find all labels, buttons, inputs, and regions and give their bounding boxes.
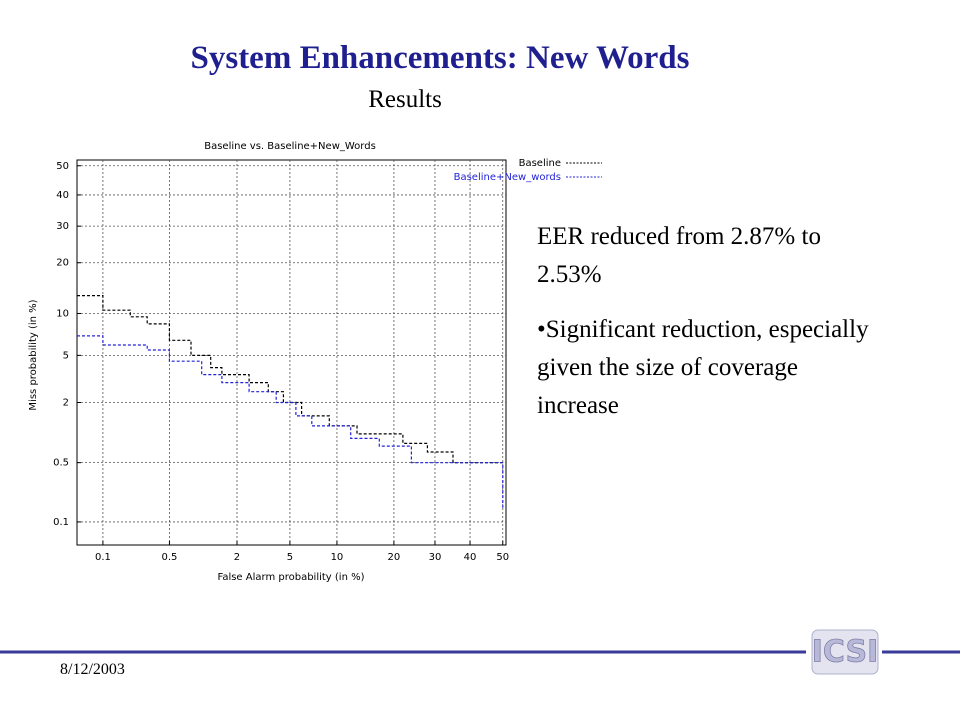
y-axis-label: Miss probability (in %) xyxy=(28,299,39,410)
x-tick-label: 30 xyxy=(429,552,442,563)
date: 8/12/2003 xyxy=(60,661,125,678)
logo-box xyxy=(811,629,879,675)
legend-label: Baseline xyxy=(519,158,561,169)
chart-title: Baseline vs. Baseline+New_Words xyxy=(204,141,376,152)
bullet: •Significant reduction, especially given… xyxy=(537,316,869,419)
x-tick-label: 0.1 xyxy=(95,552,111,563)
y-tick-label: 0.1 xyxy=(53,517,69,528)
x-tick-label: 40 xyxy=(464,552,477,563)
x-tick-label: 0.5 xyxy=(161,552,177,563)
legend-label: Baseline+New_words xyxy=(454,172,561,183)
plot-frame xyxy=(76,159,507,546)
y-tick-label: 50 xyxy=(56,161,69,172)
y-tick-label: 10 xyxy=(56,308,69,319)
y-tick-label: 0.5 xyxy=(53,458,69,469)
x-tick-label: 5 xyxy=(287,552,293,563)
paragraph: EER reduced from 2.87% to 2.53% xyxy=(537,223,821,288)
y-tick-label: 30 xyxy=(56,221,69,232)
y-tick-label: 40 xyxy=(56,190,69,201)
x-tick-label: 50 xyxy=(496,552,509,563)
logo: ICSI xyxy=(812,635,879,670)
series-line xyxy=(77,335,504,508)
x-tick-label: 2 xyxy=(234,552,240,563)
x-axis-label: False Alarm probability (in %) xyxy=(217,572,364,583)
slide-title: System Enhancements: New Words xyxy=(190,40,690,76)
x-tick-label: 10 xyxy=(331,552,344,563)
y-tick-label: 20 xyxy=(56,258,69,269)
y-tick-label: 5 xyxy=(63,350,69,361)
x-tick-label: 20 xyxy=(388,552,401,563)
y-tick-label: 2 xyxy=(63,397,69,408)
slide-subtitle: Results xyxy=(368,86,442,113)
